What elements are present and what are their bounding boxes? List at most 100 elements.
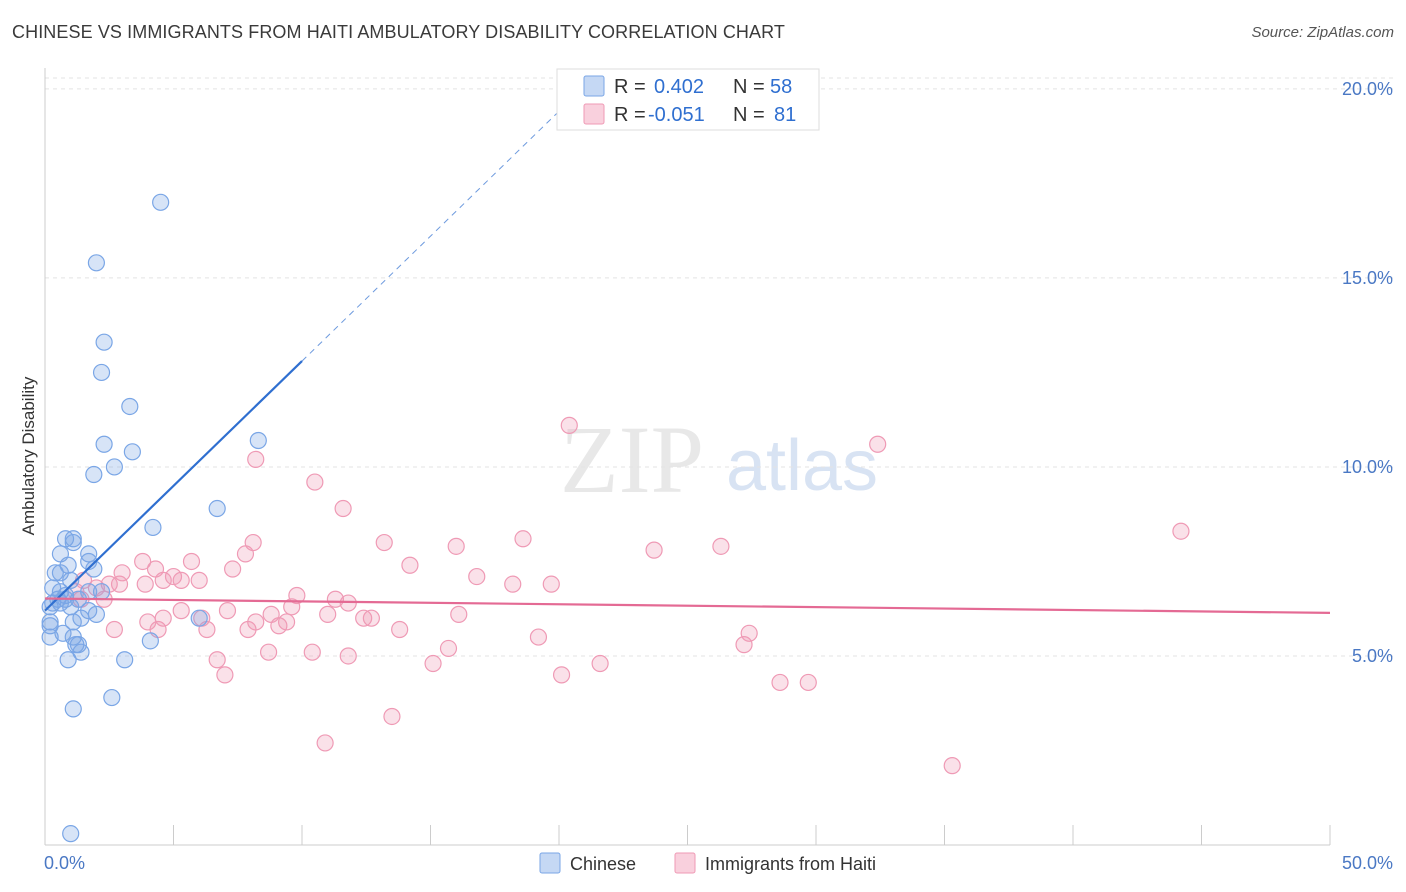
y-tick-label: 15.0% <box>1342 268 1393 288</box>
haiti-point <box>391 620 409 639</box>
data-points <box>41 193 1190 843</box>
haiti-point <box>326 590 345 608</box>
haiti-point <box>560 416 578 434</box>
watermark-zip: ZIP <box>560 406 704 513</box>
x-tick-label-min: 0.0% <box>44 853 85 873</box>
bottom-legend-label-haiti: Immigrants from Haiti <box>705 854 876 874</box>
y-tick-label: 5.0% <box>1352 646 1393 666</box>
chinese-point <box>64 700 82 718</box>
y-tick-label: 20.0% <box>1342 79 1393 99</box>
haiti-point <box>208 651 226 669</box>
haiti-point <box>771 673 789 692</box>
haiti-point <box>869 435 887 453</box>
haiti-point <box>306 473 324 491</box>
haiti-point <box>172 571 190 589</box>
legend-n-label-chinese: N = <box>733 76 765 98</box>
gridlines <box>45 77 1393 657</box>
haiti-point <box>504 575 522 593</box>
haiti-point <box>450 605 468 623</box>
haiti-point <box>259 643 278 661</box>
bottom-legend-swatch-chinese <box>539 852 561 874</box>
haiti-point <box>552 666 571 684</box>
haiti-point <box>283 598 301 616</box>
haiti-point <box>375 533 393 552</box>
haiti-point <box>270 617 288 635</box>
chinese-point <box>144 518 162 537</box>
haiti-point <box>439 639 458 658</box>
chinese-point <box>123 443 141 461</box>
chinese-point <box>64 613 82 631</box>
haiti-point <box>136 575 154 593</box>
y-tick-labels: 5.0% 10.0% 15.0% 20.0% <box>1342 79 1393 666</box>
axes <box>44 68 1331 846</box>
haiti-point <box>316 734 334 752</box>
haiti-point <box>339 647 357 665</box>
chinese-point <box>92 363 111 382</box>
haiti-point <box>218 602 237 620</box>
chinese-point <box>41 613 59 631</box>
chinese-point <box>87 605 106 623</box>
chinese-point <box>72 643 90 661</box>
chinese-point <box>92 583 111 601</box>
chinese-point <box>64 530 82 548</box>
chinese-point <box>41 628 59 646</box>
haiti-point <box>943 757 961 775</box>
haiti-point <box>447 537 465 555</box>
haiti-point <box>529 628 548 646</box>
x-tick-label-max: 50.0% <box>1342 853 1393 873</box>
legend-n-label-haiti: N = <box>733 104 765 126</box>
chinese-point <box>95 435 113 453</box>
haiti-point <box>334 499 352 518</box>
haiti-point <box>362 609 380 627</box>
haiti-point <box>468 567 486 586</box>
bottom-legend-swatch-haiti <box>674 852 696 874</box>
haiti-point <box>303 643 321 661</box>
chinese-point <box>152 193 170 211</box>
legend-r-value-haiti: -0.051 <box>648 104 705 126</box>
haiti-point <box>735 636 753 654</box>
chinese-point <box>85 465 103 484</box>
trend-lines <box>44 73 1331 614</box>
legend-r-value-chinese: 0.402 <box>654 76 704 98</box>
haiti-point <box>712 537 730 555</box>
haiti-point <box>182 552 201 571</box>
haiti-point <box>134 552 152 571</box>
y-axis-label: Ambulatory Disability <box>19 376 38 535</box>
legend-swatch-haiti <box>583 103 605 125</box>
chinese-point <box>64 533 82 552</box>
source-label: Source: ZipAtlas.com <box>1251 24 1394 41</box>
chinese-point <box>87 254 106 272</box>
legend-r-label-chinese: R = <box>614 76 646 98</box>
haiti-point <box>514 530 532 548</box>
haiti-point <box>154 571 172 589</box>
chinese-point <box>95 333 113 351</box>
chinese-point <box>121 397 139 416</box>
haiti-point <box>224 560 242 578</box>
bottom-legend-label-chinese: Chinese <box>570 854 636 874</box>
chart-title: CHINESE VS IMMIGRANTS FROM HAITI AMBULAT… <box>12 22 785 42</box>
haiti-point <box>190 571 208 589</box>
legend-n-value-haiti: 81 <box>774 104 796 126</box>
chinese-trend-line <box>44 360 303 612</box>
haiti-trend-line <box>44 597 1331 614</box>
watermark-atlas: atlas <box>726 426 878 506</box>
series-legend: Chinese Immigrants from Haiti <box>539 852 876 874</box>
chinese-point <box>62 825 80 843</box>
chinese-point <box>141 632 159 650</box>
chinese-point <box>105 458 123 476</box>
chinese-point <box>249 431 267 450</box>
haiti-point <box>645 541 663 559</box>
haiti-point <box>799 673 817 692</box>
y-tick-label: 10.0% <box>1342 457 1393 477</box>
haiti-point <box>172 602 190 620</box>
haiti-point <box>401 556 419 574</box>
haiti-point <box>383 707 401 726</box>
haiti-point <box>1172 522 1190 540</box>
chinese-point <box>208 499 226 518</box>
stats-legend: R = 0.402 N = 58 R = -0.051 N = 81 <box>556 68 820 131</box>
haiti-point <box>105 620 123 639</box>
chinese-trend-extension <box>301 73 598 362</box>
chinese-point <box>190 609 208 627</box>
chinese-point <box>62 571 80 589</box>
